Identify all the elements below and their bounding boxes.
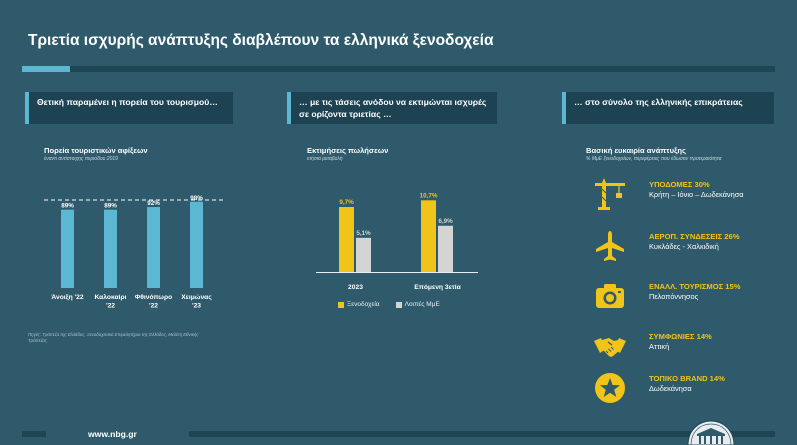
bar-value-label: 10,7% xyxy=(420,192,438,199)
arrivals-chart: 89% Άνοιξη '22 89% Καλοκαίρι '22 92% Φθινόπωρο… xyxy=(44,195,226,310)
sales-subtitle: Εκτιμήσεις πωλήσεων xyxy=(307,146,389,155)
growth-driver-regions: Αττική xyxy=(649,342,670,351)
title-divider-accent xyxy=(22,66,70,72)
growth-driver-regions: Κυκλάδες - Χαλκιδική xyxy=(649,242,719,251)
category-label: Φθινόπωρο xyxy=(135,294,172,301)
nbg-building-logo xyxy=(687,420,735,445)
arrivals-source-note: Πηγές: Τράπεζα της Ελλάδος, Ξενοδοχειακό… xyxy=(28,332,199,343)
footer-divider-right xyxy=(189,431,775,437)
growth-driver-alt-tourism: ΕΝΑΛΛ. ΤΟΥΡΙΣΜΟΣ 15% Πελοπόννησος xyxy=(592,278,782,318)
growth-driver-regions: Πελοπόννησος xyxy=(649,292,699,301)
growth-driver-name: ΤΟΠΙΚΟ BRAND 14% xyxy=(649,374,725,383)
bar-value-label: 92% xyxy=(147,200,160,207)
legend-label-other-smes: Λοιπές ΜμΕ xyxy=(404,301,440,308)
star-badge-icon xyxy=(592,370,628,406)
bar-value-label: 89% xyxy=(61,203,74,210)
growth-driver-local-brand: ΤΟΠΙΚΟ BRAND 14% Δωδεκάνησα xyxy=(592,370,782,410)
panel-header-tourism: Θετική παραμένει η πορεία του τουρισμού… xyxy=(25,92,233,124)
growth-driver-air-connections: ΑΕΡΟΠ. ΣΥΝΔΕΣΕΙΣ 26% Κυκλάδες - Χαλκιδικ… xyxy=(592,228,782,268)
growth-caption: % ΜμΕ ξενοδοχείων, περιφέρειες που έδωσα… xyxy=(586,156,722,162)
bar-arrivals xyxy=(61,209,74,288)
footer-url-link[interactable]: www.nbg.gr xyxy=(88,429,137,439)
category-label: 2023 xyxy=(348,284,363,291)
panel-header-sales: … με τις τάσεις ανόδου να εκτιμώνται ισχ… xyxy=(287,92,497,124)
category-label: '23 xyxy=(192,303,201,310)
legend-swatch-other-smes xyxy=(395,301,402,308)
crane-icon xyxy=(592,176,628,212)
growth-driver-regions: Δωδεκάνησα xyxy=(649,384,692,393)
arrivals-subtitle: Πορεία τουριστικών αφίξεων xyxy=(44,146,148,155)
growth-driver-agreements: ΣΥΜΦΩΝΙΕΣ 14% Αττική xyxy=(592,328,782,368)
sales-legend: Ξενοδοχεία Λοιπές ΜμΕ xyxy=(338,301,440,308)
bar-sales xyxy=(356,237,371,272)
category-label: Χειμώνας xyxy=(181,294,212,301)
camera-icon xyxy=(592,278,628,314)
page-title: Τριετία ισχυρής ανάπτυξης διαβλέπουν τα … xyxy=(28,32,494,49)
bar-sales xyxy=(438,225,453,272)
bar-value-label: 5,1% xyxy=(356,230,371,237)
arrivals-caption: έναντι αντίστοιχης περιόδου 2019 xyxy=(44,156,118,162)
growth-driver-name: ΣΥΜΦΩΝΙΕΣ 14% xyxy=(649,332,712,341)
category-label: '22 xyxy=(149,303,158,310)
bar-value-label: 98% xyxy=(190,195,203,202)
sales-chart: 9,7% 5,1% 2023 10,7% 6,9% Επόμενη 3ετία xyxy=(316,192,478,291)
legend-item-other-smes: Λοιπές ΜμΕ xyxy=(395,301,440,308)
category-label: Άνοιξη '22 xyxy=(51,294,83,301)
bar-sales xyxy=(421,200,436,272)
category-label: '22 xyxy=(106,303,115,310)
growth-driver-regions: Κρήτη – Ιόνιο – Δωδεκάνησα xyxy=(649,190,744,199)
legend-item-hotels: Ξενοδοχεία xyxy=(338,301,380,308)
airplane-icon xyxy=(592,228,628,264)
category-label: Επόμενη 3ετία xyxy=(414,284,461,291)
bar-arrivals xyxy=(104,209,117,288)
bar-value-label: 89% xyxy=(104,203,117,210)
sales-caption: ετήσια μεταβολή xyxy=(307,156,343,162)
handshake-icon xyxy=(592,328,628,364)
growth-driver-name: ΑΕΡΟΠ. ΣΥΝΔΕΣΕΙΣ 26% xyxy=(649,232,740,241)
bar-value-label: 6,9% xyxy=(438,218,453,225)
growth-driver-name: ΕΝΑΛΛ. ΤΟΥΡΙΣΜΟΣ 15% xyxy=(649,282,741,291)
category-label: Καλοκαίρι xyxy=(95,293,127,301)
growth-driver-name: ΥΠΟΔΟΜΕΣ 30% xyxy=(649,180,710,189)
panel-header-regions: … στο σύνολο της ελληνικής επικράτειας xyxy=(562,92,774,124)
bar-arrivals xyxy=(190,201,203,288)
growth-driver-infrastructure: ΥΠΟΔΟΜΕΣ 30% Κρήτη – Ιόνιο – Δωδεκάνησα xyxy=(592,176,782,216)
legend-swatch-hotels xyxy=(338,301,344,308)
title-divider xyxy=(22,66,775,72)
bar-arrivals xyxy=(147,207,160,288)
growth-subtitle: Βασική ευκαιρία ανάπτυξης xyxy=(586,146,686,155)
footer-divider-left xyxy=(22,431,46,437)
legend-label-hotels: Ξενοδοχεία xyxy=(347,301,380,308)
bar-value-label: 9,7% xyxy=(339,199,354,206)
bar-sales xyxy=(339,207,354,272)
